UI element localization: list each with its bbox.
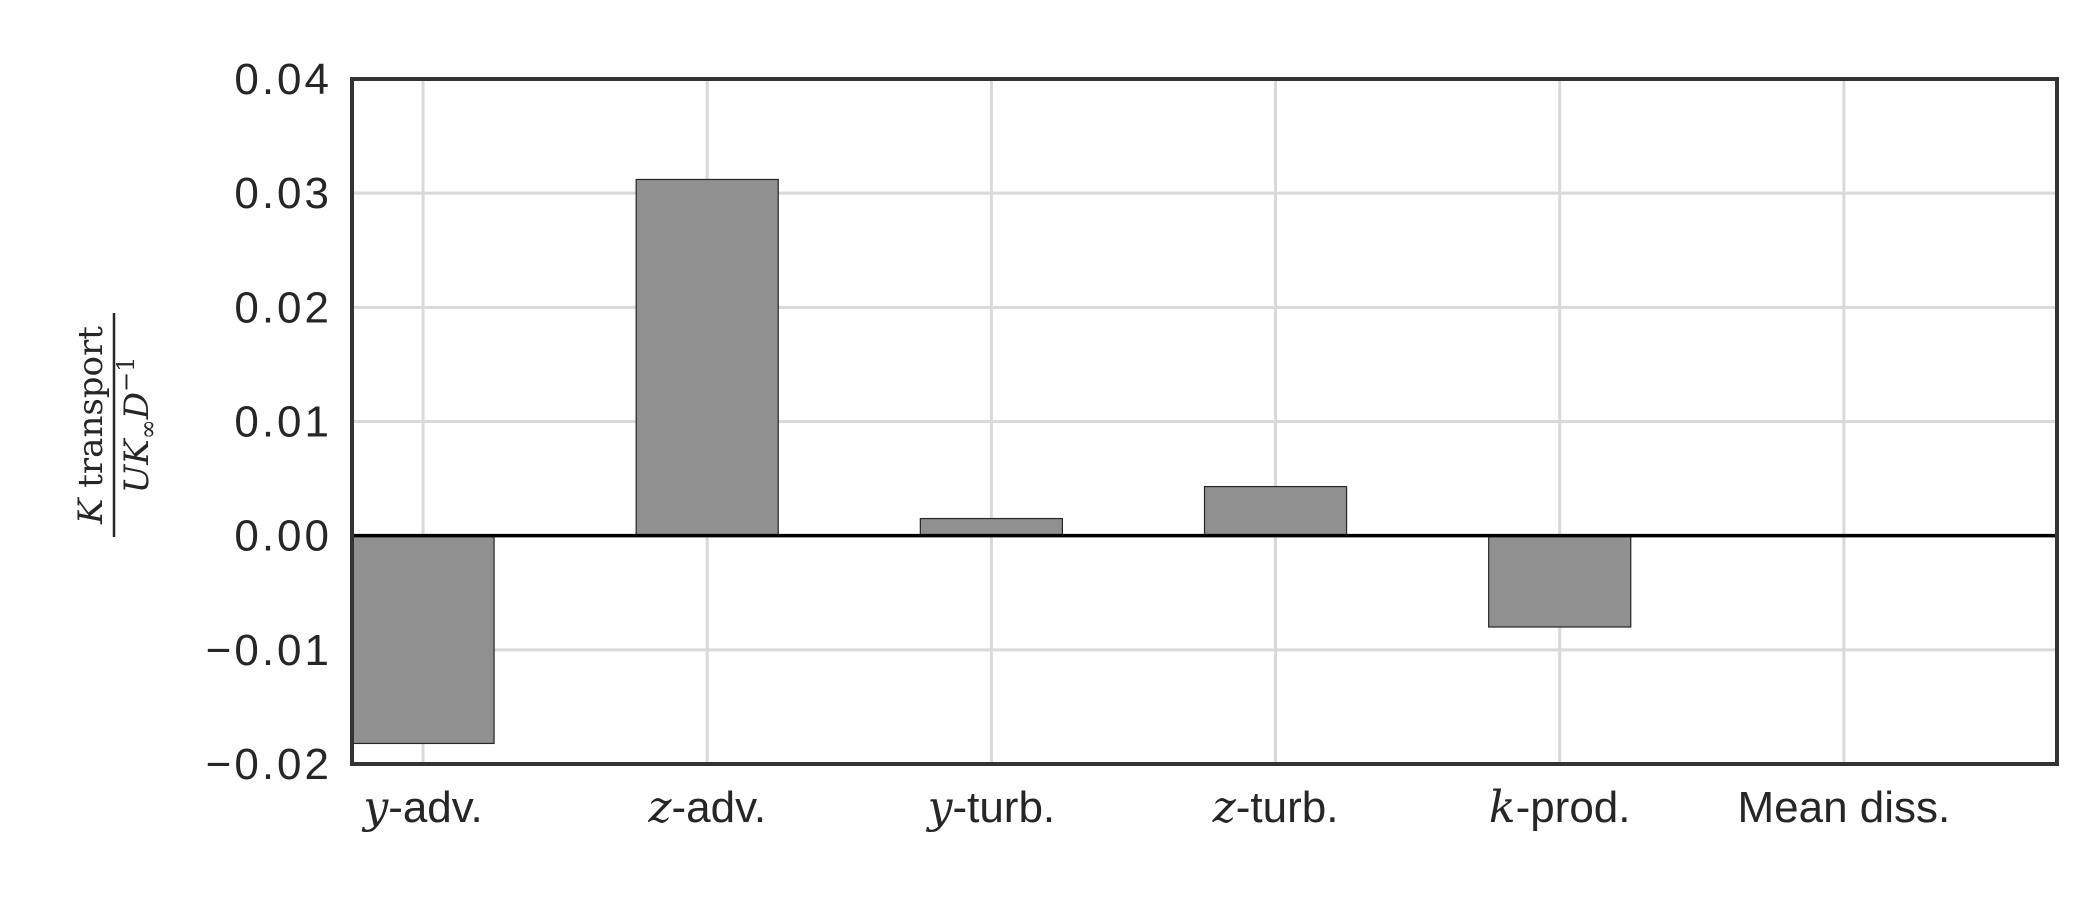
bar bbox=[919, 517, 1064, 537]
axes-frame bbox=[350, 77, 2059, 766]
y-axis-label: K transport UK∞D−1 bbox=[71, 313, 162, 537]
y-tick-label: 0.01 bbox=[234, 398, 332, 447]
x-tick-math: k bbox=[1489, 782, 1516, 833]
x-tick-math: z bbox=[647, 782, 672, 833]
y-tick-labels: −0.02 −0.01 0.00 0.01 0.02 0.03 0.04 bbox=[206, 55, 332, 789]
x-tick-label: z-turb. bbox=[1212, 782, 1339, 833]
x-tick-label: Mean diss. bbox=[1737, 783, 1950, 832]
y-axis-label-fraction: K transport UK∞D−1 bbox=[71, 313, 162, 537]
x-tick-math: z bbox=[1212, 782, 1237, 833]
x-tick-text: -turb. bbox=[952, 783, 1055, 832]
x-tick-label: k-prod. bbox=[1489, 782, 1631, 833]
bar bbox=[351, 535, 495, 745]
y-label-numerator-text: transport bbox=[71, 326, 111, 488]
x-tick-text: -turb. bbox=[1236, 783, 1339, 832]
x-tick-math: y bbox=[926, 782, 954, 833]
x-tick-text: -adv. bbox=[388, 783, 483, 832]
y-label-superscript: −1 bbox=[112, 357, 140, 392]
y-tick-label: 0.04 bbox=[234, 55, 332, 104]
grid-lines bbox=[352, 77, 2057, 766]
y-label-numerator-math: K bbox=[71, 488, 111, 525]
y-label-subscript: ∞ bbox=[134, 419, 162, 439]
bars bbox=[351, 178, 1632, 745]
y-tick-label: −0.01 bbox=[206, 626, 332, 675]
x-tick-label: y-adv. bbox=[361, 782, 482, 833]
y-label-denominator-main: UK bbox=[117, 437, 157, 494]
x-tick-text: Mean diss. bbox=[1737, 783, 1950, 832]
x-tick-text: -prod. bbox=[1516, 783, 1631, 832]
y-tick-label: 0.03 bbox=[234, 169, 332, 218]
y-tick-label: 0.02 bbox=[234, 283, 332, 332]
y-label-numerator: K transport bbox=[71, 326, 111, 525]
bar bbox=[635, 178, 779, 537]
y-tick-label: −0.02 bbox=[206, 740, 332, 789]
x-tick-label: z-adv. bbox=[647, 782, 766, 833]
x-tick-text: -adv. bbox=[672, 783, 767, 832]
x-tick-label: y-turb. bbox=[926, 782, 1056, 833]
plot-frame bbox=[350, 77, 2059, 766]
bar bbox=[1488, 535, 1632, 628]
x-tick-labels: y-adv. z-adv. y-turb. z-turb. k-prod. Mean di… bbox=[361, 782, 1950, 833]
y-label-denominator-after: D bbox=[117, 392, 157, 420]
y-label-denominator: UK∞D−1 bbox=[112, 357, 162, 494]
bar bbox=[1203, 485, 1348, 537]
y-tick-label: 0.00 bbox=[234, 512, 332, 561]
x-tick-math: y bbox=[361, 782, 389, 833]
